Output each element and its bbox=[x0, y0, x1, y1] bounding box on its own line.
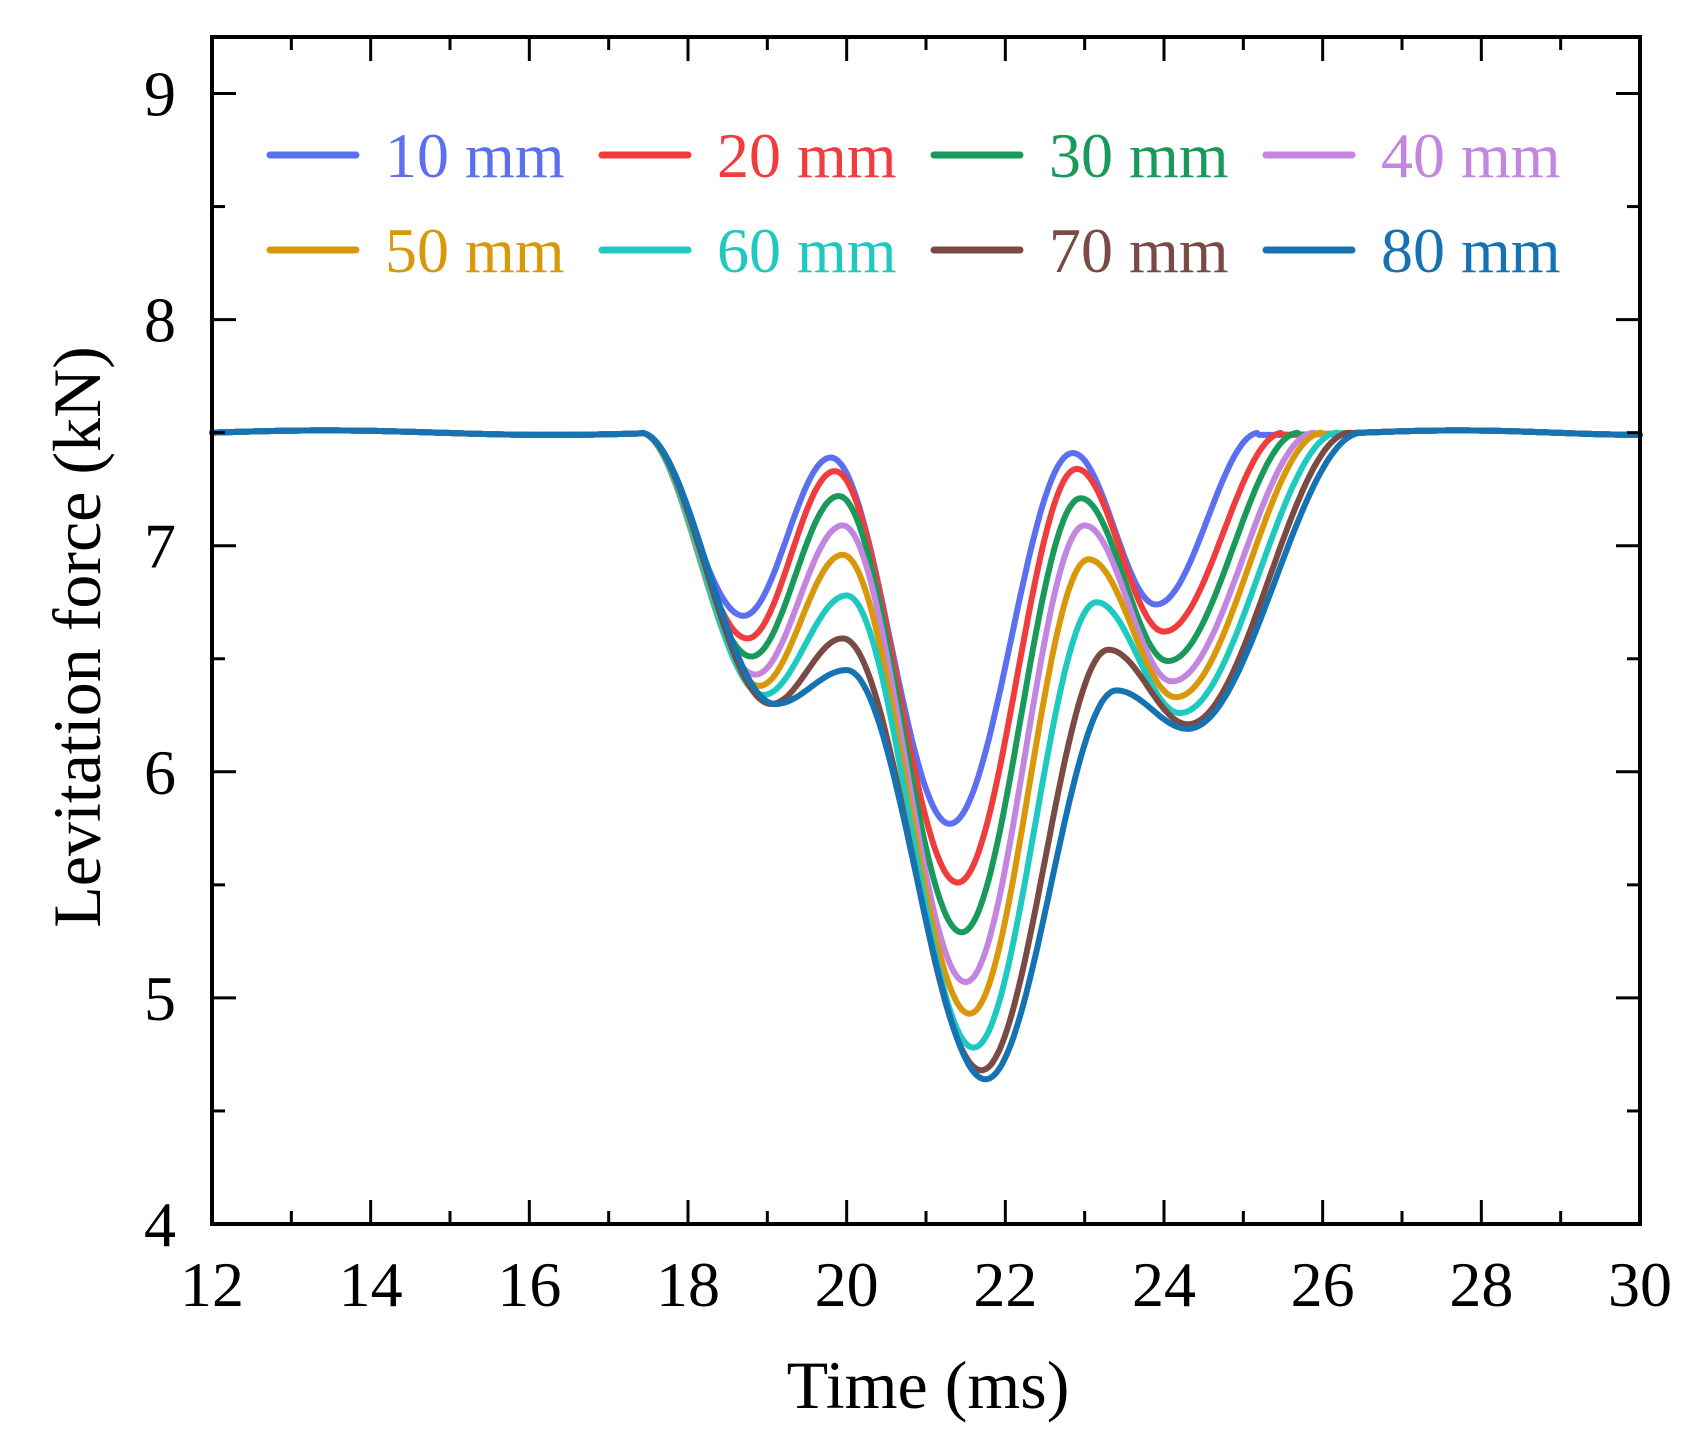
legend-label: 70 mm bbox=[1049, 215, 1229, 286]
plot-lines bbox=[209, 427, 1643, 1083]
y-tick-label: 7 bbox=[144, 511, 176, 582]
legend-label: 60 mm bbox=[717, 215, 897, 286]
x-axis-title: Time (ms) bbox=[787, 1347, 1070, 1423]
legend-label: 30 mm bbox=[1049, 120, 1229, 191]
x-tick-label: 22 bbox=[973, 1249, 1037, 1320]
y-tick-label: 6 bbox=[144, 737, 176, 808]
legend-label: 10 mm bbox=[385, 120, 565, 191]
y-axis-title: Levitation force (kN) bbox=[39, 346, 115, 928]
series-line-3 bbox=[209, 427, 1643, 936]
x-tick-label: 24 bbox=[1132, 1249, 1196, 1320]
legend-label: 80 mm bbox=[1381, 215, 1561, 286]
series-line-8 bbox=[209, 427, 1643, 1083]
x-tick-label: 20 bbox=[815, 1249, 879, 1320]
x-tick-label: 26 bbox=[1291, 1249, 1355, 1320]
legend-label: 50 mm bbox=[385, 215, 565, 286]
legend-label: 20 mm bbox=[717, 120, 897, 191]
legend-label: 40 mm bbox=[1381, 120, 1561, 191]
x-tick-label: 14 bbox=[339, 1249, 403, 1320]
series-line-1 bbox=[209, 427, 1643, 827]
series-line-2 bbox=[209, 427, 1643, 886]
series-line-6 bbox=[209, 427, 1643, 1051]
x-tick-label: 28 bbox=[1449, 1249, 1513, 1320]
x-tick-label: 18 bbox=[656, 1249, 720, 1320]
series-line-7 bbox=[209, 427, 1643, 1074]
y-tick-label: 4 bbox=[144, 1189, 176, 1260]
x-tick-label: 12 bbox=[180, 1249, 244, 1320]
x-tick-label: 16 bbox=[497, 1249, 561, 1320]
y-tick-label: 5 bbox=[144, 963, 176, 1034]
x-tick-label: 30 bbox=[1608, 1249, 1672, 1320]
axes: 12 14 16 18 20 22 24 26 28 30 4 5 6 7 8 9 bbox=[144, 35, 1672, 1320]
y-tick-label: 9 bbox=[144, 59, 176, 130]
y-tick-label: 8 bbox=[144, 285, 176, 356]
legend: 10 mm 20 mm 30 mm 40 mm 50 mm 60 mm 70 mm 80 mm bbox=[266, 120, 1561, 286]
